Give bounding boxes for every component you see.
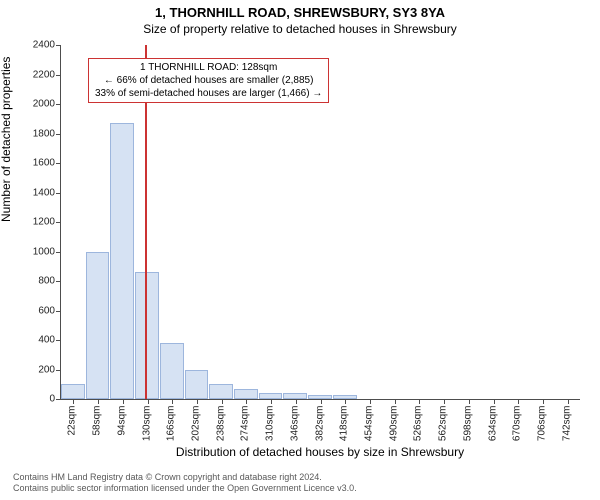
ytick-label: 2000 <box>15 99 55 110</box>
xtick-mark <box>172 399 173 404</box>
xtick-label: 382sqm <box>314 406 325 446</box>
ytick-label: 600 <box>15 305 55 316</box>
ytick-mark <box>56 104 61 105</box>
ytick-mark <box>56 45 61 46</box>
ytick-mark <box>56 370 61 371</box>
xtick-mark <box>321 399 322 404</box>
ytick-mark <box>56 311 61 312</box>
xtick-label: 454sqm <box>363 406 374 446</box>
xtick-label: 670sqm <box>512 406 523 446</box>
xtick-mark <box>370 399 371 404</box>
xtick-mark <box>296 399 297 404</box>
ytick-mark <box>56 340 61 341</box>
ytick-label: 200 <box>15 364 55 375</box>
ytick-label: 1000 <box>15 246 55 257</box>
xtick-label: 202sqm <box>190 406 201 446</box>
xtick-label: 130sqm <box>141 406 152 446</box>
xtick-mark <box>271 399 272 404</box>
ytick-mark <box>56 134 61 135</box>
ytick-mark <box>56 399 61 400</box>
annotation-line1: 1 THORNHILL ROAD: 128sqm <box>95 61 322 74</box>
histogram-bar <box>209 384 233 399</box>
xtick-mark <box>518 399 519 404</box>
y-axis-label: Number of detached properties <box>0 57 13 222</box>
xtick-label: 94sqm <box>116 406 127 446</box>
xtick-mark <box>419 399 420 404</box>
ytick-label: 400 <box>15 335 55 346</box>
histogram-bar <box>333 395 357 399</box>
ytick-mark <box>56 252 61 253</box>
xtick-mark <box>222 399 223 404</box>
ytick-label: 1400 <box>15 187 55 198</box>
xtick-label: 562sqm <box>438 406 449 446</box>
ytick-label: 1800 <box>15 128 55 139</box>
ytick-mark <box>56 222 61 223</box>
xtick-mark <box>123 399 124 404</box>
xtick-label: 346sqm <box>289 406 300 446</box>
histogram-bar <box>259 393 283 399</box>
xtick-label: 58sqm <box>92 406 103 446</box>
xtick-mark <box>568 399 569 404</box>
xtick-label: 310sqm <box>265 406 276 446</box>
histogram-bar <box>234 389 258 399</box>
xtick-mark <box>395 399 396 404</box>
xtick-label: 742sqm <box>561 406 572 446</box>
histogram-bar <box>86 252 110 400</box>
xtick-mark <box>469 399 470 404</box>
histogram-bar <box>61 384 85 399</box>
histogram-bar <box>160 343 184 399</box>
xtick-mark <box>73 399 74 404</box>
chart-title: 1, THORNHILL ROAD, SHREWSBURY, SY3 8YA <box>0 5 600 20</box>
annotation-box: 1 THORNHILL ROAD: 128sqm ← 66% of detach… <box>88 58 329 103</box>
chart-subtitle: Size of property relative to detached ho… <box>0 22 600 36</box>
xtick-label: 490sqm <box>388 406 399 446</box>
ytick-mark <box>56 281 61 282</box>
ytick-label: 2400 <box>15 40 55 51</box>
xtick-label: 418sqm <box>339 406 350 446</box>
ytick-mark <box>56 193 61 194</box>
xtick-label: 238sqm <box>215 406 226 446</box>
ytick-label: 800 <box>15 276 55 287</box>
annotation-line2: ← 66% of detached houses are smaller (2,… <box>95 74 322 87</box>
ytick-mark <box>56 75 61 76</box>
xtick-mark <box>444 399 445 404</box>
histogram-bar <box>283 393 307 399</box>
annotation-line3: 33% of semi-detached houses are larger (… <box>95 87 322 100</box>
ytick-label: 1200 <box>15 217 55 228</box>
xtick-label: 634sqm <box>487 406 498 446</box>
attribution-line2: Contains public sector information licen… <box>13 483 357 494</box>
histogram-bar <box>185 370 209 400</box>
histogram-bar <box>308 395 332 399</box>
ytick-label: 2200 <box>15 69 55 80</box>
xtick-mark <box>345 399 346 404</box>
xtick-label: 706sqm <box>536 406 547 446</box>
xtick-label: 598sqm <box>462 406 473 446</box>
ytick-label: 0 <box>15 394 55 405</box>
x-axis-label: Distribution of detached houses by size … <box>60 445 580 459</box>
ytick-mark <box>56 163 61 164</box>
xtick-label: 22sqm <box>67 406 78 446</box>
xtick-label: 166sqm <box>166 406 177 446</box>
attribution-text: Contains HM Land Registry data © Crown c… <box>13 472 357 495</box>
histogram-bar <box>110 123 134 399</box>
xtick-mark <box>246 399 247 404</box>
ytick-label: 1600 <box>15 158 55 169</box>
xtick-mark <box>148 399 149 404</box>
xtick-mark <box>543 399 544 404</box>
xtick-mark <box>494 399 495 404</box>
attribution-line1: Contains HM Land Registry data © Crown c… <box>13 472 357 483</box>
xtick-mark <box>197 399 198 404</box>
xtick-label: 274sqm <box>240 406 251 446</box>
xtick-label: 526sqm <box>413 406 424 446</box>
xtick-mark <box>98 399 99 404</box>
